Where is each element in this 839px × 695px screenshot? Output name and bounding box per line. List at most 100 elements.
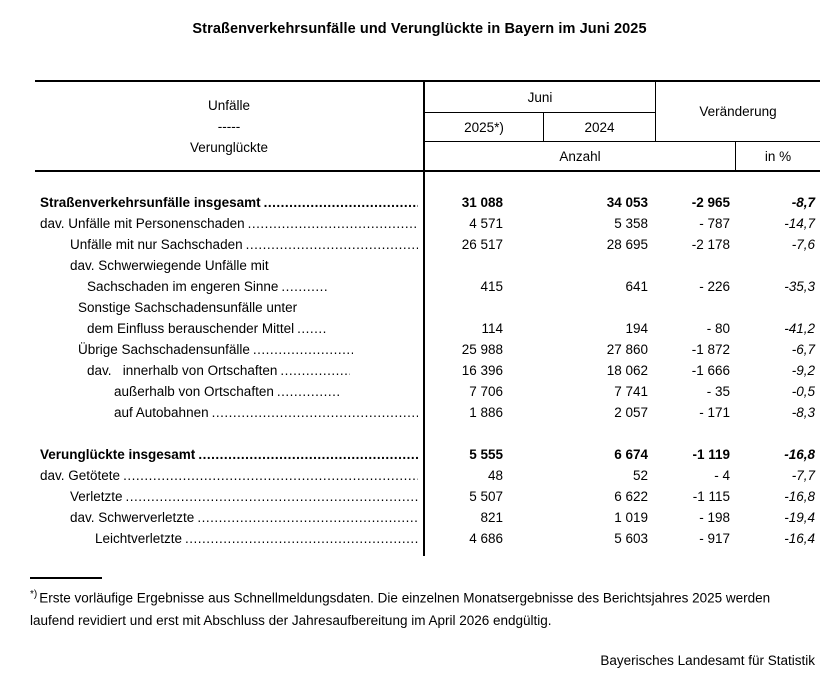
value-2025: 114 <box>481 321 503 336</box>
stub-header-line3: Verunglückte <box>189 139 269 155</box>
value-2025: 16 396 <box>461 363 503 378</box>
row-label: Verletzte <box>70 489 123 504</box>
row-label: dav. Getötete <box>40 468 121 483</box>
section-gap <box>35 172 820 192</box>
row-label: dav. Schwerwiegende Unfälle mit <box>70 258 269 273</box>
value-change-percent: -16,4 <box>784 531 815 546</box>
value-change-absolute: - 198 <box>699 510 730 525</box>
dot-leader: ........................................… <box>211 405 418 420</box>
dot-leader: ........................................… <box>247 216 418 231</box>
value-2024: 5 358 <box>614 216 648 231</box>
row-label-cell: dav. Schwerwiegende Unfälle mit <box>35 255 425 276</box>
value-change-absolute: -1 119 <box>692 447 730 462</box>
publisher-footer: Bayerisches Landesamt für Statistik <box>600 653 815 668</box>
table-row: dav. innerhalb von Ortschaften .........… <box>35 360 820 381</box>
column-header-count-unit: Anzahl <box>559 148 601 164</box>
value-2025: 821 <box>480 510 503 525</box>
row-label: Straßenverkehrsunfälle insgesamt <box>40 195 261 210</box>
page-title: Straßenverkehrsunfälle und Verunglückte … <box>192 21 647 37</box>
dot-leader: ........................................… <box>276 384 339 399</box>
dot-leader: ........................................… <box>123 468 418 483</box>
table-row: dav. Unfälle mit Personenschaden .......… <box>35 213 820 234</box>
dot-leader: ........................................… <box>245 237 418 252</box>
section-gap <box>35 423 820 444</box>
row-label-cell <box>35 423 425 444</box>
row-label-cell: Leichtverletzte ........................… <box>35 528 425 549</box>
row-label-cell: Straßenverkehrsunfälle insgesamt .......… <box>35 192 425 213</box>
value-change-absolute: - 4 <box>714 468 730 483</box>
value-2025: 7 706 <box>469 384 503 399</box>
row-label-cell: Übrige Sachschadensunfälle .............… <box>35 339 425 360</box>
value-2025: 4 686 <box>469 531 503 546</box>
value-change-percent: -8,3 <box>791 405 815 420</box>
table-row: Verletzte ..............................… <box>35 486 820 507</box>
row-label-cell: Unfälle mit nur Sachschaden ............… <box>35 234 425 255</box>
value-2024: 641 <box>625 279 648 294</box>
value-2024: 28 695 <box>606 237 648 252</box>
value-2025: 415 <box>480 279 503 294</box>
value-2024: 52 <box>632 468 648 483</box>
statistics-table: Unfälle ----- Verunglückte Juni Veränder… <box>35 80 820 556</box>
value-change-absolute: - 917 <box>699 531 730 546</box>
value-change-percent: -0,5 <box>791 384 815 399</box>
dot-leader: ........................................… <box>125 489 418 504</box>
value-2024: 1 019 <box>614 510 648 525</box>
table-row: Sonstige Sachschadensunfälle unter <box>35 297 820 318</box>
value-2025: 48 <box>487 468 503 483</box>
footnote: *) Erste vorläufige Ergebnisse aus Schnel… <box>30 584 798 632</box>
row-label-cell: dav. Schwerverletzte ...................… <box>35 507 425 528</box>
table-row: Leichtverletzte ........................… <box>35 528 820 549</box>
row-label: Verunglückte insgesamt <box>40 447 196 462</box>
value-2024: 27 860 <box>606 342 648 357</box>
dot-leader: ........................................… <box>280 363 350 378</box>
dot-leader: ........................................… <box>297 321 327 336</box>
value-change-percent: -35,3 <box>784 279 815 294</box>
row-label-cell: Sonstige Sachschadensunfälle unter <box>35 297 425 318</box>
row-label: dav. Schwerverletzte <box>70 510 195 525</box>
value-2024: 5 603 <box>614 531 648 546</box>
stub-header: Unfälle ----- Verunglückte <box>35 82 425 170</box>
row-label-cell: Sachschaden im engeren Sinne ...........… <box>35 276 425 297</box>
value-2025: 26 517 <box>461 237 503 252</box>
table-row: Verunglückte insgesamt .................… <box>35 444 820 465</box>
table-header: Unfälle ----- Verunglückte Juni Veränder… <box>35 80 820 172</box>
value-2025: 5 555 <box>469 447 503 462</box>
value-change-percent: -9,2 <box>791 363 815 378</box>
footnote-marker: *) <box>30 589 38 600</box>
row-label-cell: Verletzte ..............................… <box>35 486 425 507</box>
table-row: dav. Getötete ..........................… <box>35 465 820 486</box>
stub-header-line2: ----- <box>217 118 241 134</box>
column-header-percent-unit: in % <box>735 142 820 170</box>
value-change-percent: -41,2 <box>784 321 815 336</box>
row-label-cell: dav. Unfälle mit Personenschaden .......… <box>35 213 425 234</box>
row-label: Unfälle mit nur Sachschaden <box>70 237 243 252</box>
value-2024: 6 622 <box>614 489 648 504</box>
footnote-text: Erste vorläufige Ergebnisse aus Schnellm… <box>30 590 771 628</box>
table-row: Sachschaden im engeren Sinne ...........… <box>35 276 820 297</box>
row-label: auf Autobahnen <box>114 405 209 420</box>
value-change-absolute: -2 178 <box>691 237 730 252</box>
table-row: dav. Schwerwiegende Unfälle mit <box>35 255 820 276</box>
table-row: Straßenverkehrsunfälle insgesamt .......… <box>35 192 820 213</box>
table-row: Unfälle mit nur Sachschaden ............… <box>35 234 820 255</box>
table-row: dav. Schwerverletzte ...................… <box>35 507 820 528</box>
value-change-absolute: - 35 <box>706 384 730 399</box>
value-change-percent: -14,7 <box>784 216 815 231</box>
value-change-absolute: -1 115 <box>692 489 730 504</box>
value-2024: 194 <box>625 321 648 336</box>
row-label-cell: dav. Getötete ..........................… <box>35 465 425 486</box>
value-change-percent: -16,8 <box>784 447 815 462</box>
row-label-cell: dem Einfluss berauschender Mittel ......… <box>35 318 425 339</box>
row-label-cell <box>35 172 425 192</box>
row-label-cell: dav. innerhalb von Ortschaften .........… <box>35 360 425 381</box>
value-change-percent: -7,6 <box>791 237 815 252</box>
value-2025: 25 988 <box>461 342 503 357</box>
dot-leader: ........................................… <box>263 195 418 210</box>
value-2025: 31 088 <box>461 195 503 210</box>
row-label: Leichtverletzte <box>95 531 183 546</box>
table-body: Straßenverkehrsunfälle insgesamt .......… <box>35 172 820 556</box>
column-header-2025: 2025*) <box>425 113 543 142</box>
table-row: Übrige Sachschadensunfälle .............… <box>35 339 820 360</box>
value-2024: 18 062 <box>606 363 648 378</box>
